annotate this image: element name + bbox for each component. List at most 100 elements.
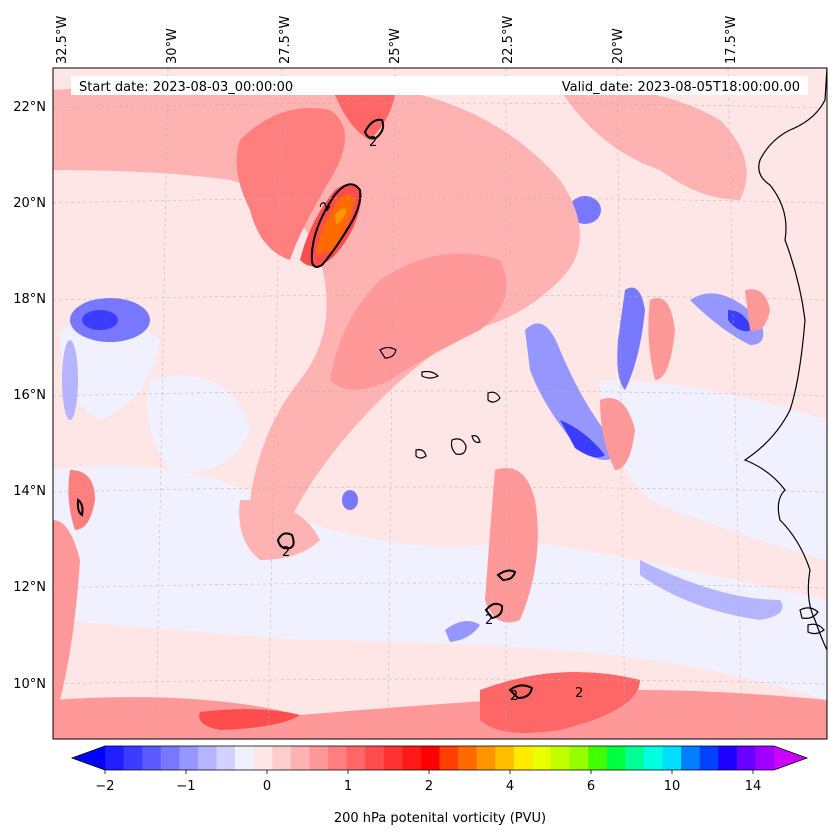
lat-tick-label: 10°N	[13, 677, 46, 692]
pv-high-core	[335, 208, 347, 225]
colorbar-segment	[476, 746, 496, 770]
colorbar-segment	[420, 746, 441, 770]
contour-label: 2	[282, 545, 290, 560]
colorbar-ticks: −2 −1 0 1 2 4 6 10 14	[95, 779, 761, 794]
pv-positive-band	[53, 80, 580, 527]
colorbar-tick-label: 4	[506, 779, 514, 794]
pv-positive-band	[485, 468, 538, 623]
colorbar-segment	[105, 746, 125, 770]
meridian-line	[387, 68, 396, 739]
colorbar-segment	[681, 746, 701, 770]
contour-label: 2	[575, 686, 583, 701]
start-date-label: Start date: 2023-08-03_00:00:00	[79, 80, 293, 95]
colorbar-segment	[755, 746, 775, 770]
lat-tick-label: 20°N	[13, 196, 46, 211]
colorbar-title: 200 hPa potenital vorticity (PVU)	[334, 811, 546, 826]
meridian-line	[727, 68, 743, 739]
colorbar-segment	[179, 746, 199, 770]
pv-positive-band	[335, 95, 395, 140]
pv-2-contours	[76, 118, 534, 700]
pv-field-low-region	[60, 317, 160, 420]
longitude-labels: 32.5°W 30°W 27.5°W 25°W 22.5°W 20°W 17.5…	[55, 16, 739, 64]
parallel-line	[53, 294, 827, 301]
colorbar-segment	[625, 746, 645, 770]
parallel-line	[53, 678, 827, 685]
pv-field-low-region	[147, 375, 250, 472]
colorbar-segment	[513, 746, 534, 770]
pv-negative-anomaly	[342, 490, 358, 510]
lat-tick-label: 14°N	[13, 484, 46, 499]
pv-positive-band	[199, 709, 300, 730]
colorbar-segment	[216, 746, 236, 770]
colorbar-segment	[718, 746, 738, 770]
pv-positive-band	[560, 88, 747, 200]
colorbar-extend-max	[774, 746, 807, 770]
meridian-line	[616, 68, 626, 739]
graticule	[53, 68, 827, 739]
lon-tick-label: 22.5°W	[501, 16, 516, 64]
colorbar-segment	[699, 746, 719, 770]
pv-contour	[484, 602, 504, 620]
pv-field-low-region	[600, 380, 827, 560]
pv-positive-band	[330, 253, 507, 390]
lon-tick-label: 20°W	[611, 28, 626, 64]
pv-contour	[310, 183, 362, 268]
colorbar-segment	[383, 746, 403, 770]
colorbar-segment	[551, 746, 571, 770]
lat-tick-label: 18°N	[13, 292, 46, 307]
colorbar-segment	[123, 746, 143, 770]
pv-contour	[76, 498, 84, 517]
colorbar-tick-label: −2	[95, 779, 114, 794]
colorbar-segment	[569, 746, 589, 770]
colorbar-segment	[532, 746, 552, 770]
pv-positive-band	[600, 398, 635, 470]
colorbar-segment	[365, 746, 385, 770]
date-header-box	[71, 76, 808, 95]
island-outline	[799, 607, 819, 619]
colorbar-segment	[235, 746, 255, 770]
island-outline	[415, 449, 427, 459]
colorbar	[70, 745, 809, 774]
pv-negative-anomaly	[62, 340, 78, 420]
lat-tick-label: 12°N	[13, 580, 46, 595]
colorbar-segment	[458, 746, 478, 770]
colorbar-segment	[272, 746, 292, 770]
colorbar-segment	[160, 746, 180, 770]
colorbar-tick-label: −1	[176, 779, 195, 794]
colorbar-segment	[253, 746, 273, 770]
colorbar-tick-label: 2	[425, 779, 433, 794]
island-outline	[487, 391, 501, 403]
colorbar-segment	[736, 746, 757, 770]
island-outline	[471, 435, 481, 443]
colorbar-tick-label: 6	[587, 779, 595, 794]
colorbar-tick-label: 14	[745, 779, 762, 794]
colorbar-segment	[439, 746, 459, 770]
lon-tick-label: 17.5°W	[724, 16, 739, 64]
lon-tick-label: 27.5°W	[278, 16, 293, 64]
latitude-labels: 22°N 20°N 18°N 16°N 14°N 12°N 10°N	[13, 100, 46, 692]
pv-negative-anomaly	[640, 560, 783, 620]
lon-tick-label: 30°W	[165, 28, 180, 64]
colorbar-segment	[588, 746, 608, 770]
parallel-line	[53, 486, 827, 493]
pv-negative-anomaly	[690, 293, 764, 345]
island-outline	[450, 438, 467, 455]
coastlines	[379, 68, 827, 651]
pv-negative-anomaly	[728, 310, 752, 332]
pv-positive-band	[745, 289, 770, 331]
pv-negative-anomaly	[617, 287, 645, 390]
pv-negative-anomaly	[525, 323, 620, 460]
colorbar-segment	[495, 746, 515, 770]
pv-positive-band	[480, 672, 640, 733]
colorbar-segment	[328, 746, 348, 770]
colorbar-segment	[402, 746, 422, 770]
colorbar-extend-min	[72, 746, 105, 770]
colorbar-segment	[309, 746, 329, 770]
parallel-line	[53, 102, 827, 109]
africa-coastline	[743, 68, 827, 651]
valid-date-label: Valid_date: 2023-08-05T18:00:00.00	[562, 80, 800, 95]
island-outline	[421, 370, 440, 379]
pv-contour	[276, 532, 295, 550]
colorbar-segment	[643, 746, 664, 770]
